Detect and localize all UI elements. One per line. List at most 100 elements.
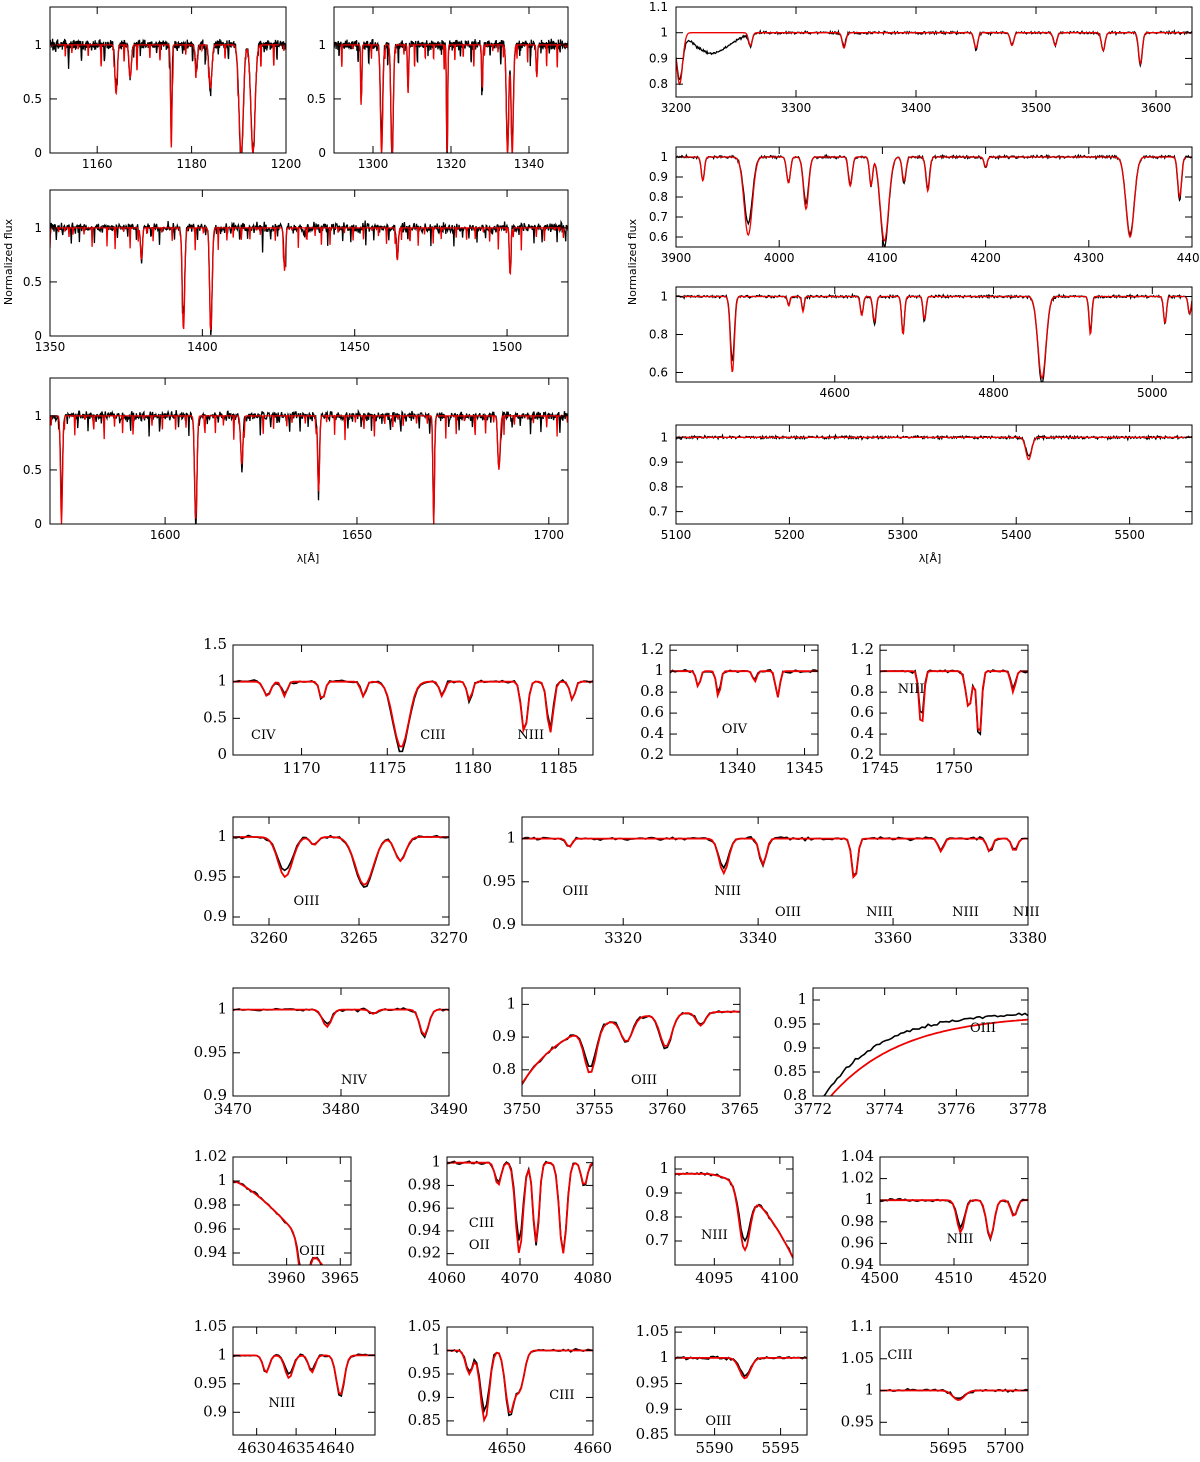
ytick-label: 0.8 [649, 190, 668, 204]
line-id-label: NIII [898, 682, 925, 697]
ytick-label: 1.2 [850, 640, 874, 658]
xtick-label: 4600 [819, 386, 850, 400]
xtick-label: 1750 [935, 759, 973, 777]
model-spectrum-z-4060 [447, 1161, 593, 1254]
model-spectrum-nuv-3200 [676, 32, 1192, 86]
line-id-label: NIV [341, 1073, 368, 1088]
xtick-label: 1340 [718, 759, 756, 777]
line-id-label: NIII [714, 884, 741, 899]
line-id-label: NIII [517, 728, 544, 743]
model-spectrum-z-5587 [675, 1357, 807, 1380]
ytick-label: 0.5 [23, 275, 42, 289]
frame-z-3955 [232, 1156, 352, 1266]
frame-uv-1290 [333, 6, 569, 154]
ytick-label: 1 [654, 661, 664, 679]
model-spectrum-z-1745 [880, 670, 1028, 732]
xtick-label: 4800 [978, 386, 1009, 400]
ytick-label: 0.2 [850, 745, 874, 763]
ytick-label: 0.94 [841, 1255, 874, 1273]
xtick-label: 4080 [574, 1269, 612, 1287]
ytick-label: 0.8 [649, 77, 668, 91]
line-id-label: OIV [722, 722, 748, 737]
panel-z-3955: 3960 3965 0.94 0.96 0.98 1 1.02 OIII [194, 1147, 360, 1287]
xtick-label: 3600 [1141, 101, 1172, 115]
ytick-label: 0.5 [307, 92, 326, 106]
ytick-label: 0.9 [492, 915, 516, 933]
panel-uv-1150: 1160 1180 1200 0 0.5 1 [23, 6, 301, 171]
ytick-label: 0 [34, 146, 42, 160]
xtick-label: 4635 [277, 1439, 315, 1457]
ytick-label: 0.98 [408, 1175, 441, 1193]
xtick-label: 4000 [764, 251, 795, 265]
ytick-label: 1 [660, 26, 668, 40]
xtick-label: 3760 [648, 1100, 686, 1118]
xtick-label: 4500 [861, 1269, 899, 1287]
ytick-label: 0.9 [649, 170, 668, 184]
ytick-label: 0.85 [408, 1411, 441, 1429]
frame-uv-1350 [49, 189, 569, 337]
ytick-label: 0 [34, 329, 42, 343]
xtick-label: 5500 [1114, 528, 1145, 542]
xtick-label: 4200 [970, 251, 1001, 265]
ytick-label: 0 [318, 146, 326, 160]
frame-z-3305 [521, 816, 1029, 926]
xtick-label: 3965 [321, 1269, 359, 1287]
frame-z-5587 [674, 1326, 808, 1436]
line-id-label: NIII [947, 1232, 974, 1247]
ytick-label: 0.6 [649, 366, 668, 380]
frame-z-4627 [232, 1326, 376, 1436]
xtick-label: 3260 [250, 929, 288, 947]
ytick-label: 0.7 [649, 210, 668, 224]
xtick-label: 3200 [661, 101, 692, 115]
ytick-label: 0.4 [850, 724, 874, 742]
xtick-label: 1350 [35, 340, 66, 354]
ytick-label: 1 [34, 38, 42, 52]
xtick-label: 3776 [937, 1100, 975, 1118]
line-id-label: OIII [562, 884, 588, 899]
ytick-label: 1 [34, 221, 42, 235]
ytick-label: 1 [506, 829, 516, 847]
frame-z-3750 [521, 987, 741, 1097]
panel-z-1335: 1340 1345 0.2 0.4 0.6 0.8 1 1.2 OIV [640, 640, 823, 777]
ytick-label: 0.9 [203, 1086, 227, 1104]
xtick-label: 3490 [430, 1100, 468, 1118]
xtick-label: 1700 [534, 528, 565, 542]
line-id-label: CIV [251, 728, 276, 743]
model-spectrum-uv-1570 [50, 415, 568, 524]
xtick-label: 1345 [785, 759, 823, 777]
observed-spectrum-opt-3900 [676, 153, 1192, 247]
ytick-label: 0.95 [408, 1364, 441, 1382]
ytick-label: 1 [864, 1190, 874, 1208]
ytick-label: 1 [660, 150, 668, 164]
xtick-label: 5000 [1137, 386, 1168, 400]
frame-nuv-3200 [675, 6, 1193, 98]
ytick-label: 0.85 [774, 1062, 807, 1080]
frame-opt-5100 [675, 424, 1193, 525]
ytick-label: 1 [217, 672, 227, 690]
frame-z-1745 [879, 644, 1029, 756]
ytick-label: 1 [34, 409, 42, 423]
observed-spectrum-uv-1570 [50, 408, 568, 524]
xtick-label: 3750 [503, 1100, 541, 1118]
xtick-label: 5400 [1001, 528, 1032, 542]
ytick-label: 0.6 [640, 703, 664, 721]
line-id-label: CIII [469, 1216, 494, 1231]
model-spectrum-z-3305 [522, 837, 1028, 880]
line-id-label: NIII [701, 1228, 728, 1243]
model-spectrum-z-1335 [670, 670, 818, 699]
xtick-label: 4100 [867, 251, 898, 265]
model-spectrum-uv-1350 [50, 227, 568, 331]
xtick-label: 3270 [430, 929, 468, 947]
ytick-label: 0.85 [636, 1425, 669, 1443]
line-id-label: CIII [420, 728, 445, 743]
ytick-label: 0.8 [649, 328, 668, 342]
xtick-label: 4640 [316, 1439, 354, 1457]
xtick-label: 5700 [986, 1439, 1024, 1457]
observed-spectrum-z-4092 [675, 1171, 793, 1259]
xtick-label: 3340 [739, 929, 777, 947]
xtick-label: 4660 [574, 1439, 612, 1457]
model-spectrum-z-4627 [233, 1354, 375, 1396]
ytick-label: 0.9 [645, 1183, 669, 1201]
